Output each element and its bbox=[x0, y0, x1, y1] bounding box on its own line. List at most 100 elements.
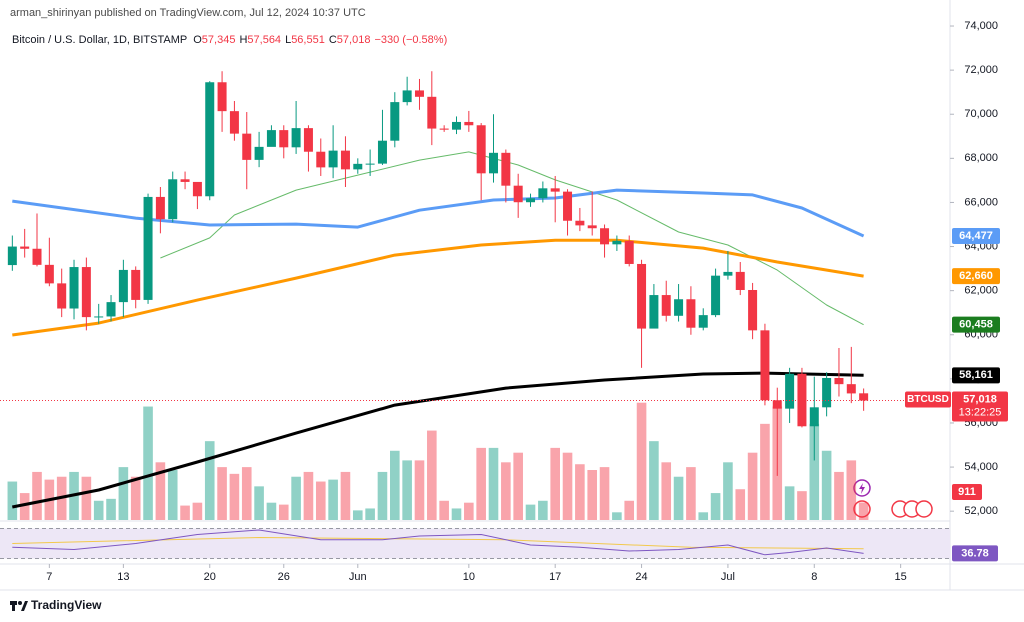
candle-body bbox=[155, 196, 165, 220]
candle-body bbox=[785, 373, 795, 409]
volume-bar bbox=[451, 508, 462, 520]
candle-body bbox=[44, 264, 54, 284]
candle-body bbox=[661, 295, 671, 316]
y-tick-label: 68,000 bbox=[964, 152, 998, 164]
candle-body bbox=[32, 248, 42, 265]
candle-body bbox=[192, 181, 202, 197]
candle-body bbox=[834, 377, 844, 385]
volume-bar bbox=[846, 460, 857, 520]
moving-average bbox=[12, 188, 865, 238]
symbol-box bbox=[905, 391, 951, 408]
logo bbox=[10, 601, 28, 611]
candle-body bbox=[20, 246, 30, 249]
x-tick-label: 10 bbox=[463, 571, 475, 583]
legend-key: H bbox=[239, 34, 247, 46]
volume-bar bbox=[32, 471, 42, 520]
candle-body bbox=[402, 90, 412, 103]
volume-bar bbox=[587, 470, 598, 520]
volume-bar bbox=[414, 460, 425, 520]
legend-symbol: Bitcoin / U.S. Dollar, 1D, BITSTAMP bbox=[12, 34, 187, 46]
volume-bar bbox=[636, 402, 647, 520]
x-tick-label: 20 bbox=[204, 571, 216, 583]
volume-bar bbox=[464, 502, 474, 520]
candle-body bbox=[279, 130, 289, 148]
candle-body bbox=[748, 289, 758, 331]
event-icons bbox=[853, 479, 933, 518]
volume-bar bbox=[390, 450, 400, 520]
ma-label: 58,161 bbox=[959, 369, 993, 381]
candle-body bbox=[550, 188, 560, 192]
volume-bar bbox=[698, 512, 709, 520]
legend-value: 57,345 bbox=[202, 34, 236, 46]
volume-bar bbox=[192, 502, 203, 520]
legend-key: L bbox=[285, 34, 291, 46]
candle-body bbox=[390, 102, 400, 141]
y-tick-label: 72,000 bbox=[964, 64, 998, 76]
volume-bar bbox=[562, 452, 573, 520]
header: arman_shirinyan published on TradingView… bbox=[10, 7, 366, 19]
y-tick-label: 52,000 bbox=[964, 505, 998, 517]
candle-body bbox=[118, 269, 128, 303]
volume-bar bbox=[513, 452, 523, 520]
volume-bar bbox=[624, 500, 635, 520]
candle-body bbox=[637, 263, 647, 329]
volume-bar bbox=[723, 462, 733, 520]
volume-bar bbox=[19, 493, 30, 520]
candle-body bbox=[7, 246, 17, 266]
volume-bar bbox=[303, 471, 314, 520]
candle-body bbox=[217, 82, 227, 112]
volume-bar bbox=[784, 486, 795, 520]
volume-bar bbox=[488, 447, 499, 520]
volume-bar bbox=[809, 423, 820, 520]
candle-body bbox=[698, 315, 708, 328]
volume-label-box bbox=[952, 484, 982, 500]
y-tick-label: 54,000 bbox=[964, 461, 998, 473]
volume-bar bbox=[501, 462, 511, 520]
candle-body bbox=[575, 220, 585, 226]
volume-bar bbox=[352, 510, 363, 520]
volume-bar bbox=[575, 464, 585, 520]
volume-bar bbox=[106, 498, 116, 520]
candle-body bbox=[340, 150, 350, 170]
candle-body bbox=[303, 128, 313, 152]
symbol-label: BTCUSD bbox=[907, 394, 949, 405]
ma-label-box bbox=[952, 367, 1000, 384]
volume-bar bbox=[328, 479, 338, 520]
candle-body bbox=[131, 269, 141, 300]
volume-bar bbox=[858, 502, 869, 520]
price-label: 57,018 bbox=[963, 393, 997, 405]
volume-bar bbox=[180, 505, 190, 520]
volume-bar bbox=[241, 467, 252, 520]
candle-body bbox=[229, 111, 239, 134]
volume-bar bbox=[254, 486, 264, 520]
volume-bar bbox=[427, 430, 437, 520]
candle-body bbox=[822, 377, 832, 408]
legend-value: 57,564 bbox=[247, 34, 281, 46]
legend-key: C bbox=[329, 34, 337, 46]
rsi-label: 36.78 bbox=[961, 547, 989, 559]
volume-bar bbox=[673, 476, 684, 520]
candle-body bbox=[846, 384, 856, 394]
moving-average bbox=[12, 371, 864, 509]
x-tick-label: 7 bbox=[46, 571, 52, 583]
volume-bar bbox=[834, 471, 844, 520]
volume-bar bbox=[661, 462, 672, 520]
volume-bar bbox=[130, 476, 141, 520]
volume-bar bbox=[686, 467, 696, 520]
legend-value: 57,018 bbox=[337, 34, 371, 46]
candle-body bbox=[624, 240, 634, 264]
rsi-band bbox=[0, 528, 950, 559]
candle-body bbox=[476, 125, 486, 174]
volume-bar bbox=[340, 471, 351, 520]
candle-body bbox=[328, 150, 338, 168]
volume-bar bbox=[612, 512, 622, 520]
candle-body bbox=[69, 267, 79, 309]
candle-body bbox=[526, 198, 536, 203]
candle-body bbox=[489, 152, 499, 174]
volume-bar bbox=[365, 508, 375, 520]
candle-body bbox=[600, 228, 610, 245]
candle-body bbox=[686, 299, 696, 328]
candle-body bbox=[723, 271, 733, 276]
candle-body bbox=[291, 128, 301, 148]
